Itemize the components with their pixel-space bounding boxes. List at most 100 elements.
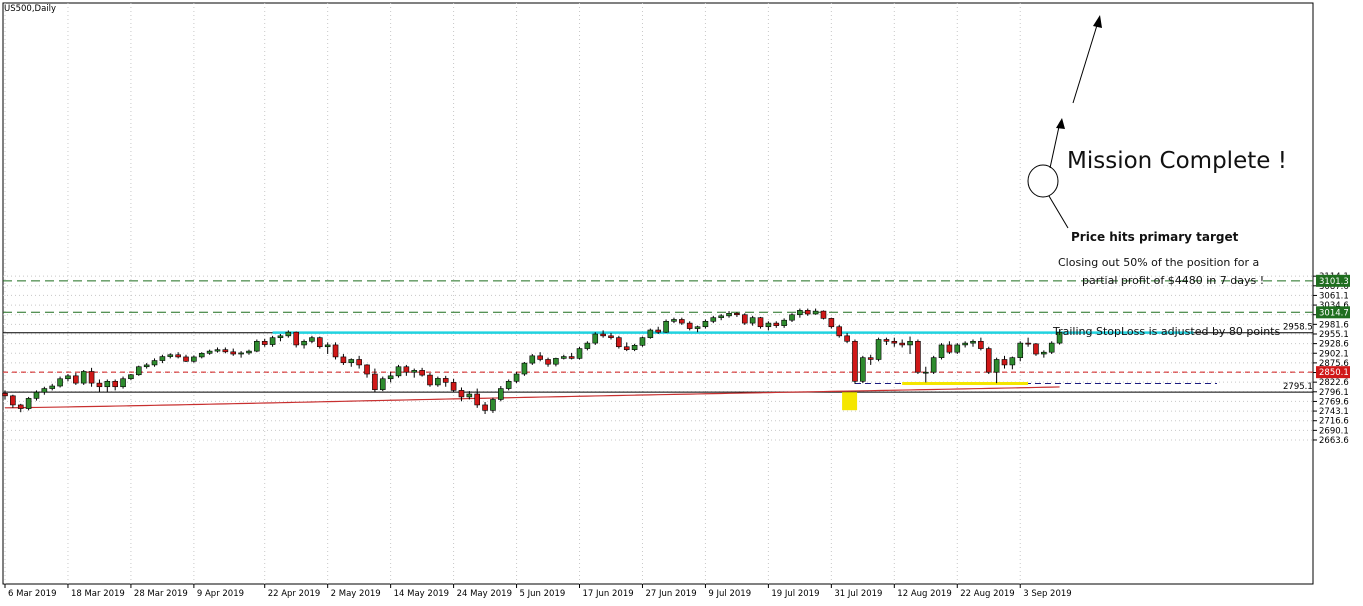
- horizontal-levels: [3, 280, 1313, 411]
- candle-body: [143, 364, 150, 368]
- candle-body: [765, 322, 772, 328]
- candle: [206, 349, 213, 355]
- candle-body: [1056, 331, 1063, 344]
- x-tick-label: 22 Aug 2019: [960, 589, 1014, 599]
- candle: [33, 390, 40, 401]
- y-tick-label: 2955.1: [1319, 330, 1349, 340]
- x-tick-label: 9 Jul 2019: [708, 589, 751, 599]
- candle: [789, 313, 795, 323]
- candle-body: [33, 391, 40, 399]
- candle: [419, 367, 425, 377]
- x-tick-label: 5 Jun 2019: [520, 589, 566, 599]
- candle: [962, 341, 968, 348]
- price-level-label: 2958.5: [1283, 323, 1313, 333]
- candle: [364, 364, 370, 378]
- candle-body: [804, 310, 811, 315]
- candle: [104, 379, 111, 393]
- candle-body: [191, 356, 197, 362]
- candle: [427, 372, 433, 387]
- x-tick-label: 19 Jul 2019: [771, 589, 819, 599]
- x-tick-label: 24 May 2019: [457, 589, 512, 599]
- candle-body: [970, 340, 976, 344]
- candle-body: [883, 339, 890, 342]
- candle: [679, 317, 685, 325]
- candle-body: [324, 344, 331, 348]
- candle-body: [1001, 359, 1008, 366]
- candle: [946, 341, 953, 355]
- candle-body: [1025, 342, 1031, 345]
- candle-body: [175, 354, 181, 358]
- candle: [191, 355, 197, 363]
- candle: [505, 379, 512, 391]
- chart-title: US500,Daily: [4, 4, 56, 14]
- candle-body: [545, 359, 551, 365]
- candle: [938, 343, 945, 360]
- candle: [899, 339, 905, 348]
- candle-body: [734, 312, 740, 316]
- y-tick-label: 2663.6: [1319, 436, 1349, 446]
- candle: [348, 358, 355, 367]
- candle-body: [781, 319, 787, 326]
- candle-body: [458, 390, 465, 398]
- x-axis-labels: 6 Mar 2019 18 Mar 2019 28 Mar 2019 9 Apr 20…: [4, 584, 1072, 599]
- price-tag-label: 3014.7: [1319, 308, 1349, 318]
- candle: [57, 376, 63, 388]
- candle: [435, 376, 441, 387]
- candle-body: [907, 340, 913, 346]
- candle-body: [435, 378, 441, 386]
- candle: [773, 321, 780, 328]
- candle-body: [372, 373, 378, 390]
- candle-body: [718, 315, 724, 318]
- candle: [41, 386, 48, 395]
- candle: [844, 332, 850, 344]
- candle-body: [797, 310, 803, 316]
- candle: [120, 376, 126, 389]
- candle-body: [875, 339, 882, 360]
- candle: [694, 325, 701, 333]
- candle-body: [419, 370, 425, 376]
- candle: [88, 367, 95, 387]
- candle: [301, 339, 307, 349]
- candle: [686, 321, 693, 331]
- candle: [159, 354, 166, 364]
- candle-body: [529, 355, 536, 364]
- y-tick-label: 2981.6: [1319, 320, 1349, 330]
- candle-body: [505, 380, 512, 389]
- candle-body: [230, 351, 237, 355]
- candle: [623, 342, 630, 352]
- candle-body: [120, 378, 126, 388]
- candle-body: [922, 371, 929, 374]
- candle-body: [592, 333, 599, 344]
- candle: [993, 357, 1000, 384]
- candle: [781, 318, 787, 328]
- candles: [2, 308, 1063, 415]
- candle-body: [498, 388, 504, 400]
- candle: [261, 338, 268, 347]
- candle: [545, 357, 551, 367]
- closing-out-text-2: partial profit of $4480 in 7 days !: [1082, 274, 1264, 287]
- candle: [316, 336, 323, 349]
- price-tag-box: [1316, 274, 1350, 287]
- candle: [647, 328, 654, 339]
- arrow-target2-shaft: [1072, 21, 1099, 104]
- candle-body: [254, 340, 260, 352]
- candle-body: [686, 322, 693, 329]
- pointer-line: [1048, 195, 1069, 229]
- candle-body: [88, 371, 95, 384]
- candle-body: [978, 340, 984, 349]
- x-tick-label: 12 Aug 2019: [897, 589, 951, 599]
- candle: [757, 316, 764, 329]
- candle: [198, 352, 205, 359]
- candle: [749, 315, 756, 326]
- candle-body: [1009, 357, 1016, 366]
- candle: [521, 362, 528, 376]
- candle-body: [309, 337, 315, 342]
- candle-body: [852, 340, 858, 382]
- candle: [403, 364, 410, 376]
- candle: [576, 346, 583, 360]
- candle: [269, 335, 276, 347]
- candle-body: [757, 317, 764, 328]
- candle: [411, 368, 418, 378]
- candle: [608, 332, 614, 340]
- price-tag-box: [1316, 306, 1350, 319]
